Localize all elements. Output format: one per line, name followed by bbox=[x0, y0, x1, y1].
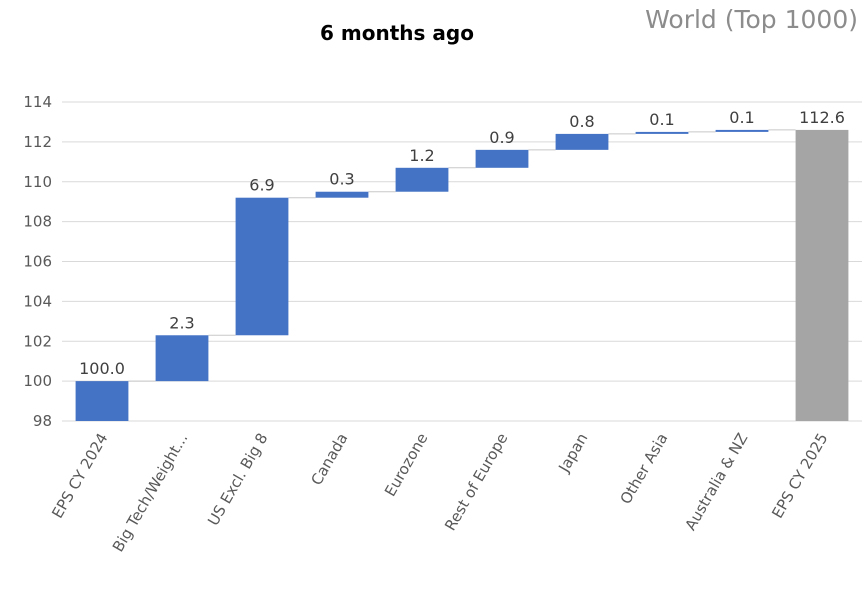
data-label: 0.8 bbox=[569, 112, 594, 131]
x-tick-label: Japan bbox=[554, 430, 591, 476]
bar-2 bbox=[235, 197, 289, 336]
x-tick-label: EPS CY 2024 bbox=[48, 430, 111, 521]
y-axis: 98 100 102 104 106 108 110 112 114 bbox=[23, 93, 52, 430]
data-labels: 100.0 2.3 6.9 0.3 1.2 0.9 0.8 0.1 0.1 112.6 bbox=[79, 108, 845, 378]
data-label: 1.2 bbox=[409, 146, 434, 165]
x-tick-label: Big Tech/Weight... bbox=[109, 430, 192, 555]
bars bbox=[75, 129, 849, 421]
x-tick-label: Other Asia bbox=[616, 430, 671, 507]
y-tick-label: 108 bbox=[23, 213, 52, 231]
y-tick-label: 114 bbox=[23, 93, 52, 111]
data-label: 0.3 bbox=[329, 170, 354, 189]
data-label: 2.3 bbox=[169, 313, 194, 332]
data-label: 112.6 bbox=[799, 108, 845, 127]
connectors bbox=[128, 129, 796, 382]
bar-9 bbox=[795, 129, 849, 421]
y-tick-label: 110 bbox=[23, 173, 52, 191]
data-label: 100.0 bbox=[79, 359, 125, 378]
x-tick-label: Rest of Europe bbox=[441, 430, 511, 534]
bar-1 bbox=[155, 335, 209, 382]
bar-8 bbox=[715, 129, 769, 132]
x-tick-label: Canada bbox=[307, 430, 351, 488]
bar-6 bbox=[555, 133, 609, 150]
bar-4 bbox=[395, 167, 449, 192]
chart-subtitle: World (Top 1000) bbox=[645, 5, 858, 34]
bar-0 bbox=[75, 381, 129, 421]
chart-title: 6 months ago bbox=[320, 21, 474, 45]
y-tick-label: 100 bbox=[23, 372, 52, 390]
y-tick-label: 112 bbox=[23, 133, 52, 151]
bar-7 bbox=[635, 131, 689, 134]
bar-5 bbox=[475, 149, 529, 168]
y-tick-label: 98 bbox=[33, 412, 52, 430]
x-tick-label: Australia & NZ bbox=[681, 430, 751, 533]
data-label: 0.1 bbox=[649, 110, 674, 129]
x-tick-label: EPS CY 2025 bbox=[768, 430, 831, 521]
data-label: 0.9 bbox=[489, 128, 514, 147]
y-tick-label: 106 bbox=[23, 253, 52, 271]
y-tick-label: 102 bbox=[23, 332, 52, 350]
bar-3 bbox=[315, 191, 369, 198]
data-label: 6.9 bbox=[249, 176, 274, 195]
x-tick-label: Eurozone bbox=[381, 430, 431, 499]
y-tick-label: 104 bbox=[23, 292, 52, 310]
data-label: 0.1 bbox=[729, 108, 754, 127]
x-tick-label: US Excl. Big 8 bbox=[204, 430, 271, 529]
